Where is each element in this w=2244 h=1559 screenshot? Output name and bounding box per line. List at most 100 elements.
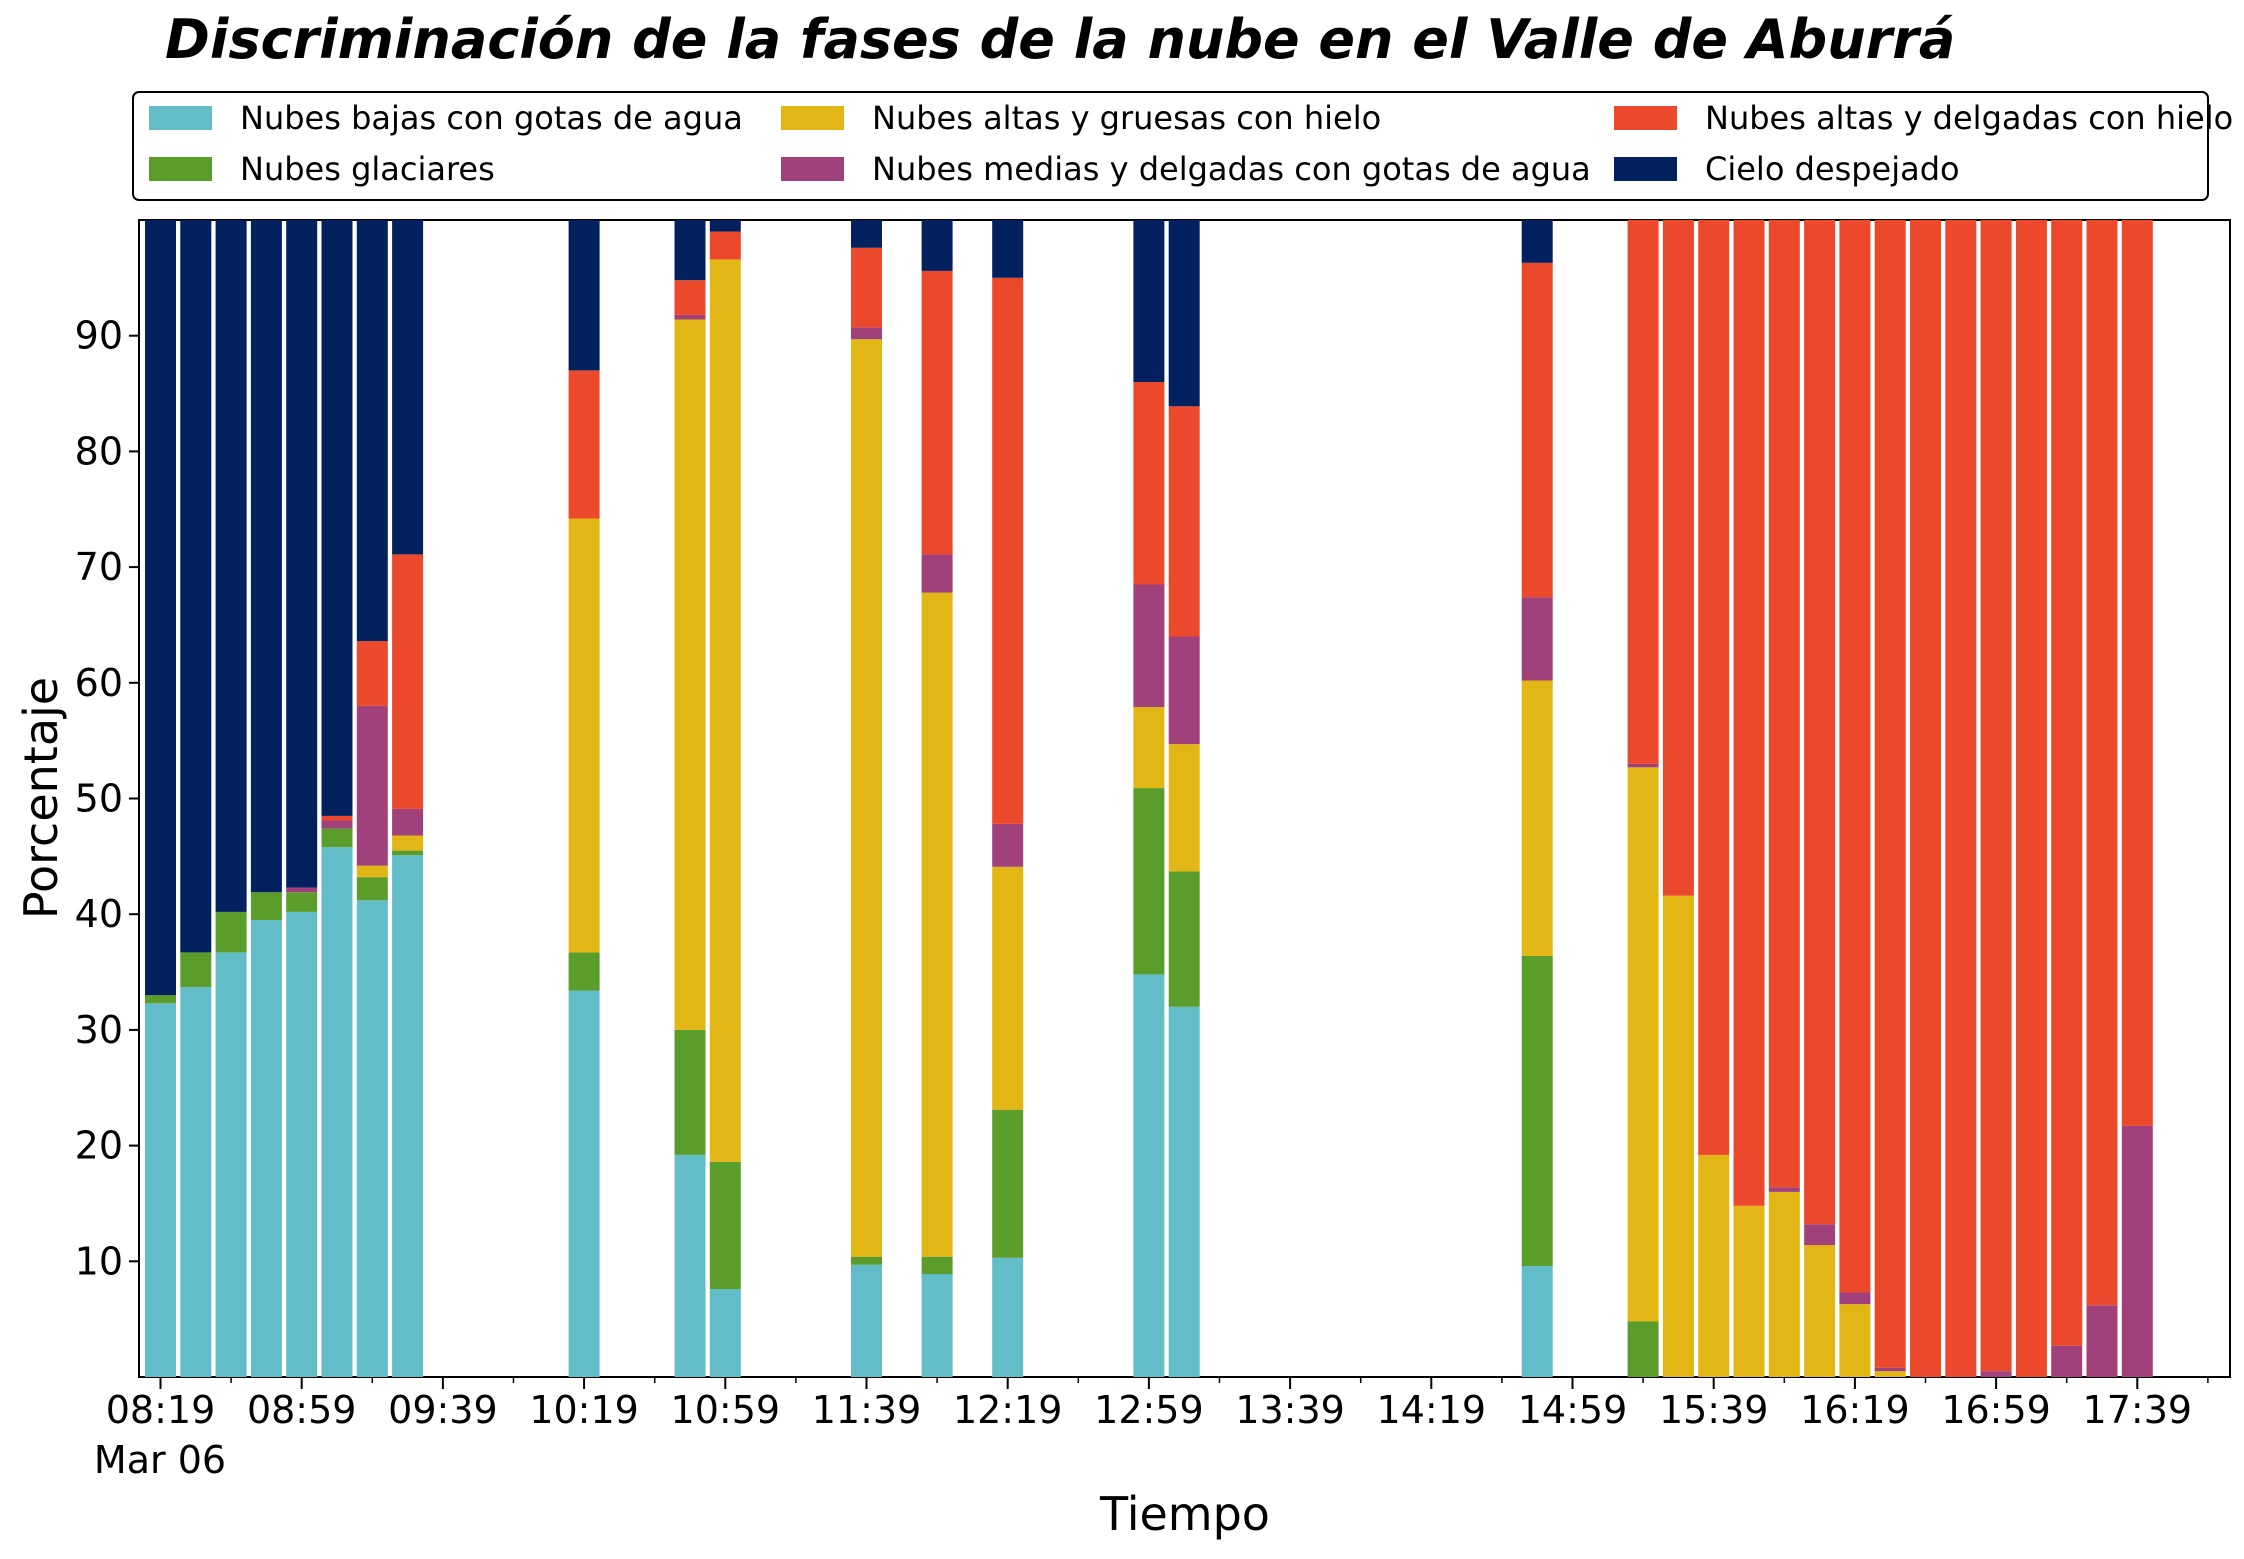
x-tick-label: 09:39 [388,1388,498,1432]
bar-segment [321,820,353,829]
bar-segment [1627,763,1659,768]
bar-group [1945,220,1977,1377]
bar-segment [1627,1321,1659,1377]
bar-segment [392,850,424,856]
legend-item: Nubes medias y delgadas con gotas de agu… [781,150,1591,188]
legend-item: Nubes glaciares [149,150,495,188]
bar-segment [709,220,741,232]
bar-segment [1168,636,1200,745]
bar-segment [2121,1125,2153,1377]
bar-segment [992,1109,1024,1258]
bar-segment [286,911,318,1377]
legend-label: Cielo despejado [1705,150,1960,188]
bar-segment [356,220,388,642]
legend-label: Nubes bajas con gotas de agua [240,99,743,137]
bar-segment [1521,597,1553,681]
bar-group [356,220,388,1377]
bar-segment [851,327,882,340]
bar-segment [921,1256,953,1275]
bar-group [1133,220,1165,1377]
y-tick-label: 60 [75,661,123,705]
bar-segment [1910,220,1941,1377]
bar-segment [851,339,882,1257]
y-tick-label: 70 [75,545,123,589]
x-tick-label: 08:19 [106,1388,216,1432]
bars-layer [145,220,2153,1377]
bar-segment [1698,1154,1730,1377]
chart-title: Discriminación de la fases de la nube en… [165,8,1955,71]
bar-segment [921,1274,953,1377]
bar-segment [1874,1367,1906,1372]
bar-segment [1133,788,1165,975]
legend-swatch [781,157,844,181]
x-tick-label: 10:19 [529,1388,639,1432]
bar-segment [992,220,1024,278]
bar-group [1804,220,1836,1377]
y-tick-label: 80 [75,429,123,473]
bar-segment [145,995,176,1004]
legend-item: Nubes altas y gruesas con hielo [781,99,1381,137]
bar-group [992,220,1024,1377]
bar-segment [674,314,706,320]
y-tick-label: 50 [75,777,123,821]
bar-segment [992,824,1024,867]
bar-segment [1662,220,1694,896]
bar-segment [1980,220,2012,1372]
bar-group [568,220,600,1377]
bar-segment [1804,1245,1836,1377]
bar-segment [1698,220,1730,1155]
bar-segment [1133,382,1165,585]
bar-segment [1733,1205,1765,1377]
bar-segment [674,280,706,315]
bar-segment [921,270,953,555]
legend-label: Nubes glaciares [240,150,495,188]
bar-segment [1733,220,1765,1206]
bar-segment [921,220,953,271]
bar-group [851,220,882,1377]
bar-segment [250,920,282,1377]
bar-segment [1662,895,1694,1377]
bar-group [286,220,318,1377]
bar-segment [145,1003,176,1377]
bar-segment [1521,1265,1553,1377]
bar-group [2121,220,2153,1377]
bar-group [250,220,282,1377]
x-tick-label: 16:59 [1941,1388,2051,1432]
bar-segment [392,220,424,555]
bar-segment [568,952,600,991]
legend-box [132,91,2209,201]
bar-segment [568,990,600,1377]
bar-group [709,220,741,1377]
y-axis-label: Porcentaje [14,677,68,919]
bar-group [321,220,353,1377]
bar-segment [674,319,706,1030]
bar-segment [321,220,353,816]
bar-segment [1521,955,1553,1266]
bar-segment [1768,1191,1800,1377]
bar-segment [356,877,388,901]
bar-segment [2086,220,2118,1306]
x-tick-label: 14:19 [1377,1388,1487,1432]
x-axis-label: Tiempo [1099,1487,1270,1541]
bar-segment [1627,220,1659,764]
bar-segment [215,952,247,1377]
bar-segment [1945,220,1977,1377]
x-date-label: Mar 06 [94,1438,226,1482]
bar-segment [1521,262,1553,598]
y-tick-label: 10 [75,1239,123,1283]
bar-segment [1768,220,1800,1188]
bar-group [1980,220,2012,1377]
bar-segment [709,259,741,1162]
bar-segment [1521,680,1553,956]
bar-segment [921,554,953,593]
x-tick-label: 10:59 [671,1388,781,1432]
bar-segment [1133,707,1165,789]
x-tick-label: 14:59 [1518,1388,1628,1432]
bar-segment [1839,220,1871,1293]
y-tick-label: 90 [75,314,123,358]
legend-swatch [1614,106,1677,130]
bar-group [674,220,706,1377]
bar-group [215,220,247,1377]
bar-segment [1627,767,1659,1322]
bar-segment [1168,220,1200,407]
